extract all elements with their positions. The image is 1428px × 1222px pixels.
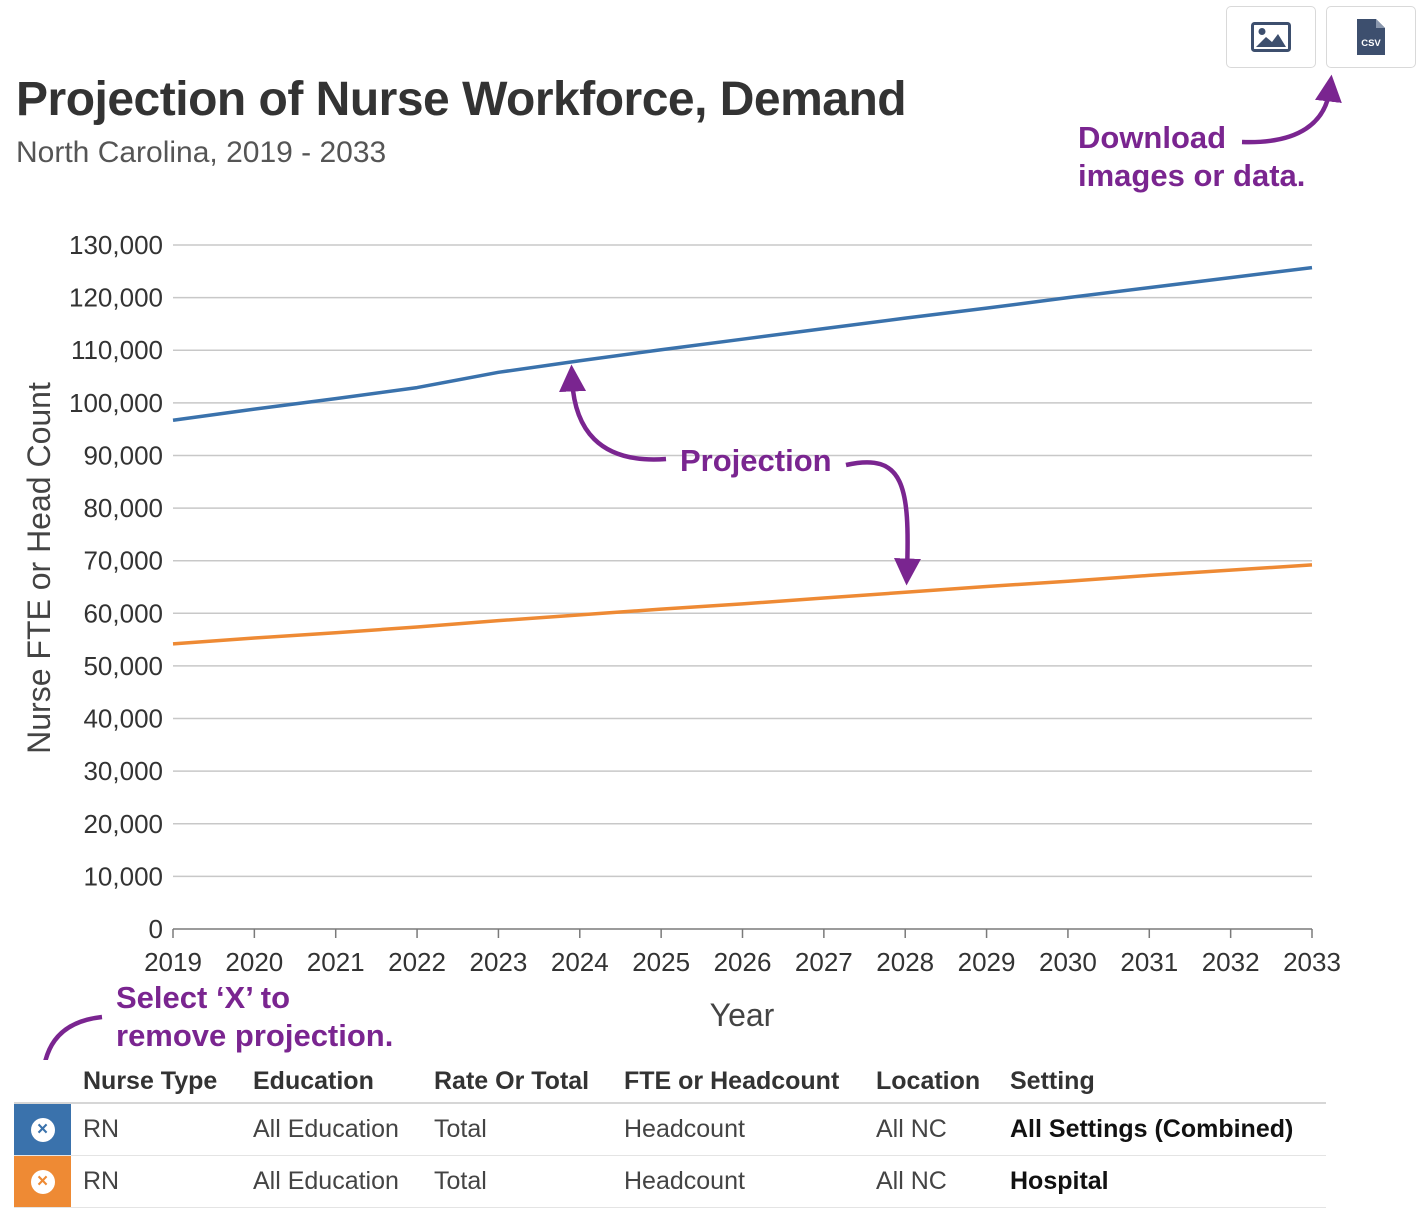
x-tick-label: 2027	[795, 947, 853, 977]
nurse-type-cell: RN	[71, 1155, 241, 1208]
education-cell: All Education	[241, 1103, 422, 1156]
header-setting: Setting	[998, 1060, 1326, 1104]
x-tick-label: 2021	[307, 947, 365, 977]
legend-table: Nurse Type Education Rate Or Total FTE o…	[14, 1060, 1326, 1208]
header-education: Education	[241, 1060, 422, 1104]
location-cell: All NC	[864, 1103, 998, 1156]
x-axis-title: Year	[710, 997, 775, 1033]
chart-subtitle: North Carolina, 2019 - 2033	[16, 136, 387, 169]
x-tick-label: 2019	[144, 947, 202, 977]
header-swatch	[14, 1060, 71, 1104]
x-tick-label: 2020	[225, 947, 283, 977]
image-icon	[1251, 22, 1291, 52]
y-tick-label: 110,000	[71, 335, 163, 365]
series-swatch: ×	[14, 1103, 71, 1156]
x-tick-label: 2031	[1120, 947, 1178, 977]
setting-cell: Hospital	[998, 1155, 1326, 1208]
download-csv-button[interactable]: CSV	[1326, 6, 1416, 68]
x-tick-label: 2028	[876, 947, 934, 977]
series-swatch: ×	[14, 1155, 71, 1208]
x-tick-label: 2022	[388, 947, 446, 977]
x-tick-label: 2023	[470, 947, 528, 977]
rate-or-total-cell: Total	[422, 1155, 612, 1208]
y-tick-label: 20,000	[83, 809, 163, 839]
header-fte-or-headcount: FTE or Headcount	[612, 1060, 864, 1104]
projection-arrow-lower	[845, 460, 921, 586]
x-tick-label: 2030	[1039, 947, 1097, 977]
y-tick-label: 80,000	[83, 493, 163, 523]
download-annotation-arrow	[1241, 74, 1342, 145]
header-rate-or-total: Rate Or Total	[422, 1060, 612, 1104]
csv-icon-label: CSV	[1361, 38, 1381, 49]
remove-series-button[interactable]: ×	[14, 1156, 71, 1207]
y-tick-label: 130,000	[69, 230, 163, 260]
y-axis-title: Nurse FTE or Head Count	[21, 382, 57, 754]
y-tick-label: 100,000	[69, 388, 163, 418]
x-tick-label: 2032	[1202, 947, 1260, 977]
series-line-1	[172, 265, 1313, 422]
rate-or-total-cell: Total	[422, 1103, 612, 1156]
x-tick-label: 2029	[958, 947, 1016, 977]
fte-or-headcount-cell: Headcount	[612, 1103, 864, 1156]
remove-x-icon: ×	[30, 1117, 55, 1142]
csv-file-icon: CSV	[1357, 19, 1385, 55]
y-tick-label: 60,000	[83, 598, 163, 628]
projection-annotation: Projection	[680, 443, 832, 478]
y-tick-label: 90,000	[83, 440, 163, 470]
projection-arrow-upper	[559, 364, 667, 462]
setting-cell: All Settings (Combined)	[998, 1103, 1326, 1156]
remove-x-icon: ×	[30, 1169, 55, 1194]
remove-series-button[interactable]: ×	[14, 1104, 71, 1155]
fte-or-headcount-cell: Headcount	[612, 1155, 864, 1208]
nurse-type-cell: RN	[71, 1103, 241, 1156]
y-tick-label: 120,000	[69, 283, 163, 313]
x-tick-label: 2024	[551, 947, 609, 977]
download-annotation-line2: images or data.	[1078, 158, 1305, 193]
location-cell: All NC	[864, 1155, 998, 1208]
y-tick-label: 70,000	[83, 546, 163, 576]
y-tick-label: 10,000	[83, 861, 163, 891]
x-tick-label: 2025	[632, 947, 690, 977]
header-location: Location	[864, 1060, 998, 1104]
remove-annotation-line2: remove projection.	[116, 1018, 393, 1053]
chart-title: Projection of Nurse Workforce, Demand	[16, 73, 907, 126]
y-tick-label: 30,000	[83, 756, 163, 786]
y-tick-label: 50,000	[83, 651, 163, 681]
legend-row: × RN All Education Total Headcount All N…	[14, 1155, 1326, 1208]
series-line-2	[172, 563, 1313, 646]
legend-row: × RN All Education Total Headcount All N…	[14, 1103, 1326, 1156]
education-cell: All Education	[241, 1155, 422, 1208]
download-image-button[interactable]	[1226, 6, 1316, 68]
header-nurse-type: Nurse Type	[71, 1060, 241, 1104]
download-annotation-line1: Download	[1078, 120, 1226, 155]
y-tick-label: 40,000	[83, 704, 163, 734]
remove-annotation-line1: Select ‘X’ to	[116, 980, 290, 1015]
remove-annotation-arrow	[43, 1014, 103, 1060]
x-tick-label: 2026	[714, 947, 772, 977]
line-chart: 0 10,000 20,000 30,000 40,000 50,000 60,000 70,…	[21, 74, 1342, 1060]
y-tick-label: 0	[149, 914, 163, 944]
legend-header-row: Nurse Type Education Rate Or Total FTE o…	[14, 1060, 1326, 1104]
x-tick-label: 2033	[1283, 947, 1341, 977]
